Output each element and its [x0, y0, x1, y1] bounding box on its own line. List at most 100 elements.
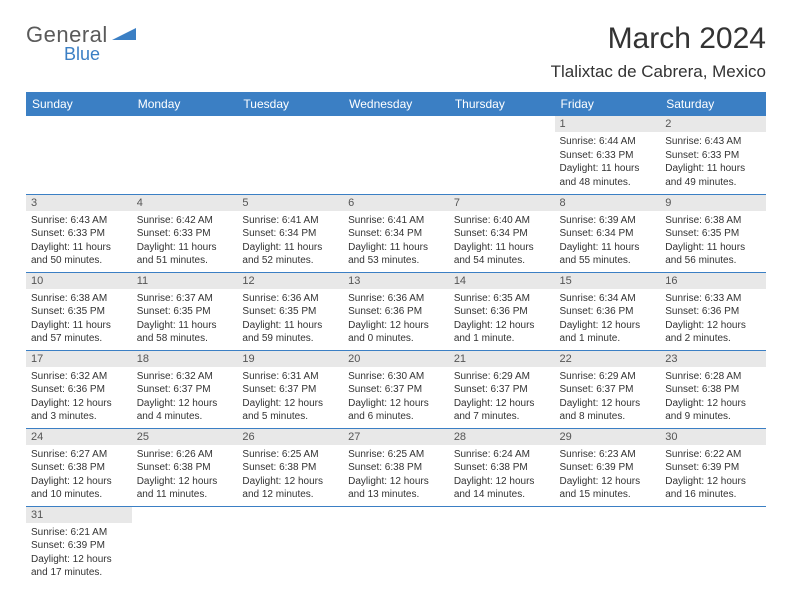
- cell-inner: 27Sunrise: 6:25 AMSunset: 6:38 PMDayligh…: [343, 429, 449, 506]
- calendar-week-row: 1Sunrise: 6:44 AMSunset: 6:33 PMDaylight…: [26, 116, 766, 194]
- day-text: Sunrise: 6:42 AMSunset: 6:33 PMDaylight:…: [132, 211, 238, 272]
- calendar-cell: 27Sunrise: 6:25 AMSunset: 6:38 PMDayligh…: [343, 428, 449, 506]
- day-number: 7: [449, 195, 555, 211]
- cell-inner: 13Sunrise: 6:36 AMSunset: 6:36 PMDayligh…: [343, 273, 449, 350]
- calendar-cell: 13Sunrise: 6:36 AMSunset: 6:36 PMDayligh…: [343, 272, 449, 350]
- calendar-cell: 29Sunrise: 6:23 AMSunset: 6:39 PMDayligh…: [555, 428, 661, 506]
- cell-inner: 6Sunrise: 6:41 AMSunset: 6:34 PMDaylight…: [343, 195, 449, 272]
- calendar-cell: 23Sunrise: 6:28 AMSunset: 6:38 PMDayligh…: [660, 350, 766, 428]
- calendar-cell: 19Sunrise: 6:31 AMSunset: 6:37 PMDayligh…: [237, 350, 343, 428]
- cell-inner: 25Sunrise: 6:26 AMSunset: 6:38 PMDayligh…: [132, 429, 238, 506]
- calendar-cell: 31Sunrise: 6:21 AMSunset: 6:39 PMDayligh…: [26, 506, 132, 584]
- day-number: 31: [26, 507, 132, 523]
- calendar-cell: [343, 116, 449, 194]
- day-text: Sunrise: 6:32 AMSunset: 6:37 PMDaylight:…: [132, 367, 238, 428]
- dayhead-saturday: Saturday: [660, 92, 766, 116]
- calendar-cell: 25Sunrise: 6:26 AMSunset: 6:38 PMDayligh…: [132, 428, 238, 506]
- day-number: 18: [132, 351, 238, 367]
- day-text: Sunrise: 6:25 AMSunset: 6:38 PMDaylight:…: [343, 445, 449, 506]
- day-number: 17: [26, 351, 132, 367]
- day-text: Sunrise: 6:27 AMSunset: 6:38 PMDaylight:…: [26, 445, 132, 506]
- day-text: Sunrise: 6:35 AMSunset: 6:36 PMDaylight:…: [449, 289, 555, 350]
- day-number: 13: [343, 273, 449, 289]
- cell-inner: 11Sunrise: 6:37 AMSunset: 6:35 PMDayligh…: [132, 273, 238, 350]
- logo: General Blue: [26, 22, 138, 65]
- day-number: 19: [237, 351, 343, 367]
- cell-inner: 28Sunrise: 6:24 AMSunset: 6:38 PMDayligh…: [449, 429, 555, 506]
- calendar-week-row: 10Sunrise: 6:38 AMSunset: 6:35 PMDayligh…: [26, 272, 766, 350]
- cell-inner: 24Sunrise: 6:27 AMSunset: 6:38 PMDayligh…: [26, 429, 132, 506]
- day-number: 26: [237, 429, 343, 445]
- cell-inner: 12Sunrise: 6:36 AMSunset: 6:35 PMDayligh…: [237, 273, 343, 350]
- cell-inner: 14Sunrise: 6:35 AMSunset: 6:36 PMDayligh…: [449, 273, 555, 350]
- cell-inner: 10Sunrise: 6:38 AMSunset: 6:35 PMDayligh…: [26, 273, 132, 350]
- day-text: Sunrise: 6:28 AMSunset: 6:38 PMDaylight:…: [660, 367, 766, 428]
- cell-inner: 9Sunrise: 6:38 AMSunset: 6:35 PMDaylight…: [660, 195, 766, 272]
- calendar-cell: [237, 506, 343, 584]
- cell-inner: 23Sunrise: 6:28 AMSunset: 6:38 PMDayligh…: [660, 351, 766, 428]
- day-text: Sunrise: 6:29 AMSunset: 6:37 PMDaylight:…: [555, 367, 661, 428]
- calendar-cell: [449, 116, 555, 194]
- day-number: 6: [343, 195, 449, 211]
- calendar-cell: 15Sunrise: 6:34 AMSunset: 6:36 PMDayligh…: [555, 272, 661, 350]
- calendar-cell: 14Sunrise: 6:35 AMSunset: 6:36 PMDayligh…: [449, 272, 555, 350]
- day-text: Sunrise: 6:29 AMSunset: 6:37 PMDaylight:…: [449, 367, 555, 428]
- calendar-cell: [237, 116, 343, 194]
- day-number: 27: [343, 429, 449, 445]
- calendar-week-row: 3Sunrise: 6:43 AMSunset: 6:33 PMDaylight…: [26, 194, 766, 272]
- day-text: Sunrise: 6:38 AMSunset: 6:35 PMDaylight:…: [26, 289, 132, 350]
- day-number: 23: [660, 351, 766, 367]
- day-text: Sunrise: 6:33 AMSunset: 6:36 PMDaylight:…: [660, 289, 766, 350]
- cell-inner: 26Sunrise: 6:25 AMSunset: 6:38 PMDayligh…: [237, 429, 343, 506]
- day-number: 10: [26, 273, 132, 289]
- day-text: Sunrise: 6:39 AMSunset: 6:34 PMDaylight:…: [555, 211, 661, 272]
- cell-inner: 16Sunrise: 6:33 AMSunset: 6:36 PMDayligh…: [660, 273, 766, 350]
- dayhead-monday: Monday: [132, 92, 238, 116]
- calendar-cell: 24Sunrise: 6:27 AMSunset: 6:38 PMDayligh…: [26, 428, 132, 506]
- day-number: 11: [132, 273, 238, 289]
- day-number: 21: [449, 351, 555, 367]
- dayhead-thursday: Thursday: [449, 92, 555, 116]
- day-number: 4: [132, 195, 238, 211]
- cell-inner: 2Sunrise: 6:43 AMSunset: 6:33 PMDaylight…: [660, 116, 766, 193]
- cell-inner: 4Sunrise: 6:42 AMSunset: 6:33 PMDaylight…: [132, 195, 238, 272]
- calendar-cell: 18Sunrise: 6:32 AMSunset: 6:37 PMDayligh…: [132, 350, 238, 428]
- day-number: 15: [555, 273, 661, 289]
- day-text: Sunrise: 6:34 AMSunset: 6:36 PMDaylight:…: [555, 289, 661, 350]
- calendar-cell: 16Sunrise: 6:33 AMSunset: 6:36 PMDayligh…: [660, 272, 766, 350]
- month-title: March 2024: [551, 22, 766, 56]
- day-number: 22: [555, 351, 661, 367]
- day-number: 20: [343, 351, 449, 367]
- calendar-cell: [343, 506, 449, 584]
- calendar-cell: 4Sunrise: 6:42 AMSunset: 6:33 PMDaylight…: [132, 194, 238, 272]
- cell-inner: 30Sunrise: 6:22 AMSunset: 6:39 PMDayligh…: [660, 429, 766, 506]
- day-text: Sunrise: 6:37 AMSunset: 6:35 PMDaylight:…: [132, 289, 238, 350]
- calendar-cell: 9Sunrise: 6:38 AMSunset: 6:35 PMDaylight…: [660, 194, 766, 272]
- calendar-cell: 8Sunrise: 6:39 AMSunset: 6:34 PMDaylight…: [555, 194, 661, 272]
- header-row: General Blue March 2024 Tlalixtac de Cab…: [26, 22, 766, 82]
- day-text: Sunrise: 6:24 AMSunset: 6:38 PMDaylight:…: [449, 445, 555, 506]
- calendar-cell: [449, 506, 555, 584]
- calendar-cell: 1Sunrise: 6:44 AMSunset: 6:33 PMDaylight…: [555, 116, 661, 194]
- dayhead-wednesday: Wednesday: [343, 92, 449, 116]
- day-text: Sunrise: 6:41 AMSunset: 6:34 PMDaylight:…: [237, 211, 343, 272]
- day-text: Sunrise: 6:44 AMSunset: 6:33 PMDaylight:…: [555, 132, 661, 193]
- day-header-row: Sunday Monday Tuesday Wednesday Thursday…: [26, 92, 766, 116]
- logo-text-block: General Blue: [26, 22, 138, 65]
- calendar-cell: [132, 116, 238, 194]
- day-number: 1: [555, 116, 661, 132]
- cell-inner: 1Sunrise: 6:44 AMSunset: 6:33 PMDaylight…: [555, 116, 661, 193]
- calendar-cell: 22Sunrise: 6:29 AMSunset: 6:37 PMDayligh…: [555, 350, 661, 428]
- calendar-cell: 17Sunrise: 6:32 AMSunset: 6:36 PMDayligh…: [26, 350, 132, 428]
- calendar-cell: [660, 506, 766, 584]
- calendar-cell: [26, 116, 132, 194]
- calendar-cell: 6Sunrise: 6:41 AMSunset: 6:34 PMDaylight…: [343, 194, 449, 272]
- calendar-cell: 11Sunrise: 6:37 AMSunset: 6:35 PMDayligh…: [132, 272, 238, 350]
- day-text: Sunrise: 6:21 AMSunset: 6:39 PMDaylight:…: [26, 523, 132, 584]
- cell-inner: 20Sunrise: 6:30 AMSunset: 6:37 PMDayligh…: [343, 351, 449, 428]
- logo-triangle-icon: [112, 22, 138, 48]
- cell-inner: 18Sunrise: 6:32 AMSunset: 6:37 PMDayligh…: [132, 351, 238, 428]
- day-number: 12: [237, 273, 343, 289]
- day-text: Sunrise: 6:23 AMSunset: 6:39 PMDaylight:…: [555, 445, 661, 506]
- calendar-cell: 2Sunrise: 6:43 AMSunset: 6:33 PMDaylight…: [660, 116, 766, 194]
